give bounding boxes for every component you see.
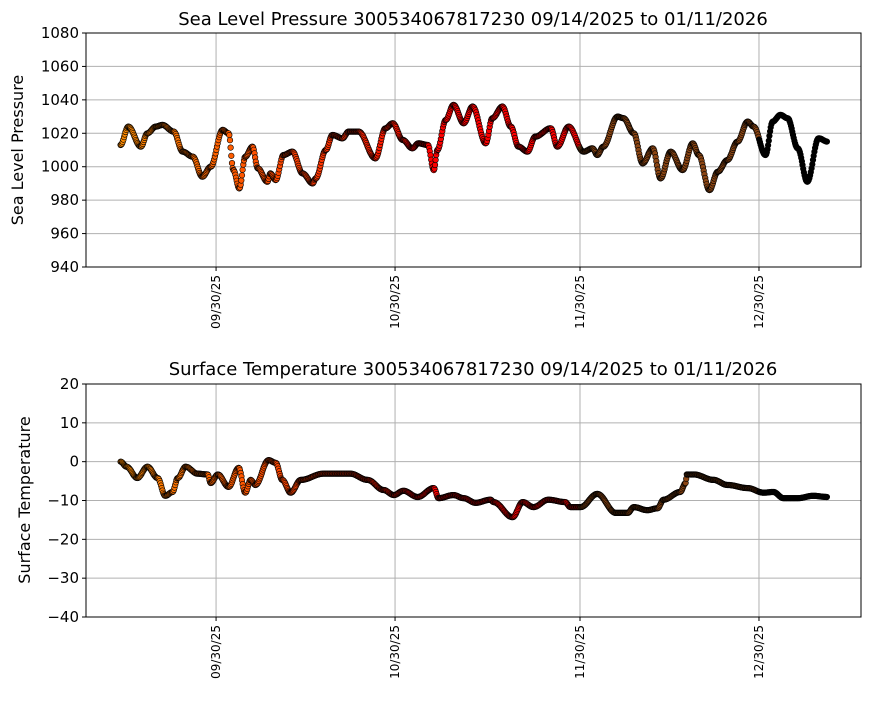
y-tick-label: 1020 — [41, 124, 79, 142]
axes-frame — [85, 383, 862, 618]
data-point — [228, 152, 235, 159]
y-tick-label: 1080 — [41, 24, 79, 42]
chart-title: Surface Temperature 300534067817230 09/1… — [169, 359, 778, 380]
y-tick-label: −20 — [47, 530, 79, 548]
chart-title: Sea Level Pressure 300534067817230 09/14… — [178, 9, 768, 30]
surface-temperature-chart: Surface Temperature 300534067817230 09/1… — [15, 359, 862, 679]
y-axis-label: Sea Level Pressure — [8, 75, 27, 226]
data-point — [238, 172, 246, 179]
x-tick-label: 10/30/25 — [388, 275, 402, 329]
y-tick-label: 1000 — [41, 158, 79, 176]
x-tick-label: 09/30/25 — [209, 275, 223, 329]
y-tick-label: −40 — [47, 608, 79, 626]
data-point — [226, 132, 233, 139]
y-tick-label: 1040 — [41, 91, 79, 109]
y-tick-label: 0 — [69, 453, 79, 471]
data-point — [228, 160, 236, 167]
x-tick-label: 09/30/25 — [209, 625, 223, 679]
grid — [86, 32, 861, 268]
data-point — [226, 137, 234, 144]
x-tick-label: 10/30/25 — [388, 625, 402, 679]
y-axis-label: Surface Temperature — [15, 416, 34, 583]
x-tick-label: 12/30/25 — [752, 275, 766, 329]
data-point — [238, 177, 245, 184]
y-tick-label: 980 — [50, 191, 79, 209]
data-series — [117, 457, 831, 521]
y-tick-label: −10 — [47, 492, 79, 510]
y-tick-label: 940 — [50, 258, 79, 276]
data-series — [117, 101, 831, 194]
data-point — [823, 493, 831, 501]
x-tick-label: 12/30/25 — [752, 625, 766, 679]
sea-level-pressure-chart: Sea Level Pressure 300534067817230 09/14… — [8, 9, 862, 329]
y-tick-label: 960 — [50, 225, 79, 243]
axes-frame — [85, 32, 862, 268]
x-tick-label: 11/30/25 — [573, 275, 587, 329]
y-tick-label: 20 — [60, 375, 79, 393]
y-tick-label: 10 — [60, 414, 79, 432]
y-tick-label: −30 — [47, 569, 79, 587]
y-tick-label: 1060 — [41, 57, 79, 75]
data-point — [823, 138, 831, 145]
data-point — [227, 144, 234, 151]
data-point — [239, 166, 246, 173]
x-tick-label: 11/30/25 — [573, 625, 587, 679]
